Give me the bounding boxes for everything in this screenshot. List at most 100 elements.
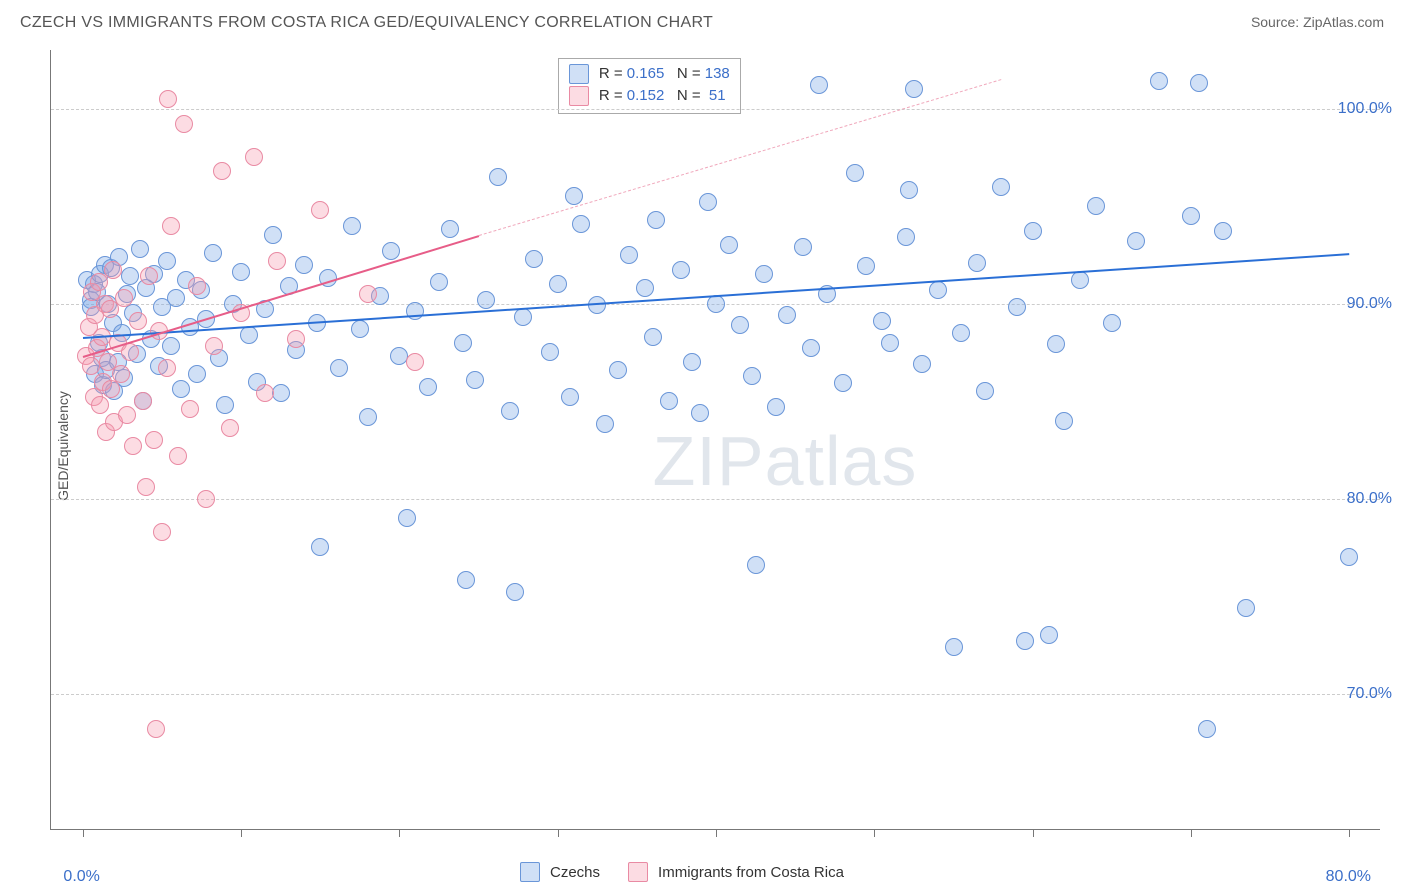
x-tick (1349, 829, 1350, 837)
data-point-czech (588, 296, 606, 314)
data-point-czech (359, 408, 377, 426)
data-point-czech (913, 355, 931, 373)
data-point-czech (430, 273, 448, 291)
data-point-costa_rica (115, 289, 133, 307)
data-point-czech (541, 343, 559, 361)
x-tick (1033, 829, 1034, 837)
data-point-costa_rica (129, 312, 147, 330)
data-point-czech (609, 361, 627, 379)
data-point-czech (731, 316, 749, 334)
data-point-czech (620, 246, 638, 264)
data-point-czech (897, 228, 915, 246)
legend-swatch (520, 862, 540, 882)
data-point-costa_rica (102, 380, 120, 398)
x-tick (399, 829, 400, 837)
data-point-costa_rica (205, 337, 223, 355)
data-point-czech (1198, 720, 1216, 738)
gridline-h (51, 694, 1380, 695)
data-point-czech (561, 388, 579, 406)
source-label: Source: ZipAtlas.com (1251, 14, 1384, 30)
data-point-costa_rica (169, 447, 187, 465)
data-point-czech (264, 226, 282, 244)
data-point-czech (406, 302, 424, 320)
x-tick (874, 829, 875, 837)
data-point-costa_rica (359, 285, 377, 303)
data-point-costa_rica (137, 478, 155, 496)
data-point-czech (525, 250, 543, 268)
data-point-czech (489, 168, 507, 186)
data-point-czech (691, 404, 709, 422)
legend-series: CzechsImmigrants from Costa Rica (520, 862, 862, 882)
data-point-czech (1127, 232, 1145, 250)
data-point-czech (204, 244, 222, 262)
data-point-czech (636, 279, 654, 297)
data-point-costa_rica (197, 490, 215, 508)
gridline-h (51, 109, 1380, 110)
data-point-czech (755, 265, 773, 283)
data-point-czech (1071, 271, 1089, 289)
data-point-czech (743, 367, 761, 385)
data-point-czech (232, 263, 250, 281)
source-name: ZipAtlas.com (1303, 14, 1384, 30)
data-point-costa_rica (245, 148, 263, 166)
data-point-costa_rica (406, 353, 424, 371)
data-point-costa_rica (91, 396, 109, 414)
legend-stat-text: R = 0.152 N = 51 (595, 85, 726, 107)
legend-swatch (628, 862, 648, 882)
data-point-czech (720, 236, 738, 254)
data-point-costa_rica (162, 217, 180, 235)
data-point-costa_rica (188, 277, 206, 295)
y-tick-label: 100.0% (1338, 100, 1392, 118)
data-point-czech (699, 193, 717, 211)
data-point-czech (167, 289, 185, 307)
data-point-czech (343, 217, 361, 235)
legend-stat-row: R = 0.165 N = 138 (569, 63, 730, 85)
chart-title: CZECH VS IMMIGRANTS FROM COSTA RICA GED/… (20, 14, 713, 32)
data-point-czech (457, 571, 475, 589)
data-point-czech (1340, 548, 1358, 566)
scatter-plot: ZIPatlas R = 0.165 N = 138 R = 0.152 N =… (50, 50, 1380, 830)
data-point-costa_rica (256, 384, 274, 402)
data-point-czech (1182, 207, 1200, 225)
data-point-czech (398, 509, 416, 527)
data-point-czech (1214, 222, 1232, 240)
legend-stats: R = 0.165 N = 138 R = 0.152 N = 51 (558, 58, 741, 114)
data-point-costa_rica (104, 261, 122, 279)
data-point-czech (501, 402, 519, 420)
legend-label: Czechs (550, 864, 600, 881)
data-point-czech (188, 365, 206, 383)
data-point-czech (121, 267, 139, 285)
data-point-costa_rica (121, 343, 139, 361)
data-point-czech (873, 312, 891, 330)
data-point-czech (1047, 335, 1065, 353)
data-point-czech (945, 638, 963, 656)
data-point-czech (419, 378, 437, 396)
data-point-czech (311, 538, 329, 556)
data-point-czech (952, 324, 970, 342)
data-point-czech (441, 220, 459, 238)
data-point-czech (1087, 197, 1105, 215)
data-point-czech (272, 384, 290, 402)
data-point-czech (683, 353, 701, 371)
data-point-czech (572, 215, 590, 233)
data-point-costa_rica (213, 162, 231, 180)
data-point-czech (834, 374, 852, 392)
data-point-czech (905, 80, 923, 98)
data-point-czech (565, 187, 583, 205)
data-point-czech (794, 238, 812, 256)
data-point-czech (647, 211, 665, 229)
data-point-czech (1024, 222, 1042, 240)
data-point-czech (158, 252, 176, 270)
data-point-czech (172, 380, 190, 398)
data-point-czech (1190, 74, 1208, 92)
data-point-czech (295, 256, 313, 274)
watermark: ZIPatlas (653, 421, 918, 501)
data-point-czech (596, 415, 614, 433)
x-tick (716, 829, 717, 837)
data-point-czech (968, 254, 986, 272)
data-point-czech (747, 556, 765, 574)
data-point-czech (330, 359, 348, 377)
x-tick (558, 829, 559, 837)
data-point-czech (1055, 412, 1073, 430)
data-point-czech (382, 242, 400, 260)
